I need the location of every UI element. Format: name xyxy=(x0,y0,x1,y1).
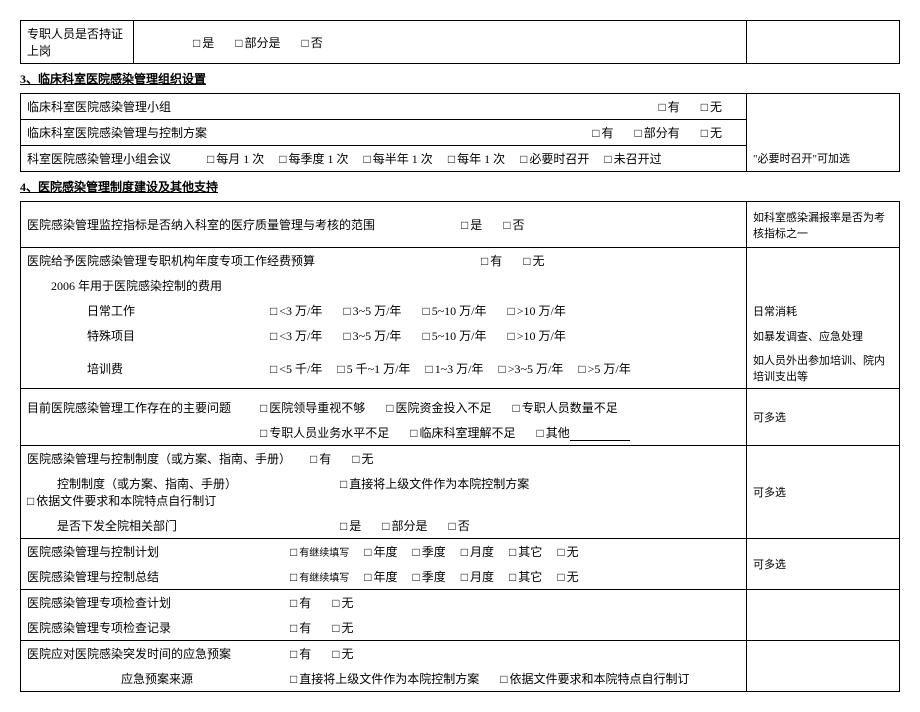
s3-group-no[interactable]: □无 xyxy=(701,98,722,115)
s4-monitor-note: 如科室感染漏报率是否为考核指标之一 xyxy=(747,202,900,248)
s4-monitor-yes[interactable]: □是 xyxy=(461,216,482,233)
s3-meet-quarter[interactable]: □每季度 1 次 xyxy=(279,150,348,167)
cert-opts-cell: □是 □部分是 □否 xyxy=(134,21,747,64)
s3-group-row: 临床科室医院感染管理小组 □有 □无 xyxy=(21,94,747,120)
cert-table: 专职人员是否持证上岗 □是 □部分是 □否 xyxy=(20,20,900,64)
s3-meeting-note: "必要时召开"可加选 xyxy=(747,146,900,172)
cert-opt-yes[interactable]: □是 xyxy=(193,34,214,51)
s3-plan-no[interactable]: □无 xyxy=(701,124,722,141)
s4-ctrlplan-1: 医院感染管理与控制计划 □有继续填写 □年度 □季度 □月度 □其它 □无 xyxy=(21,539,747,565)
s4-special-2: 医院感染管理专项检查记录 □有 □无 xyxy=(21,615,747,641)
s4-problems-line2: □专职人员业务水平不足 □临床科室理解不足 □其他 xyxy=(21,420,747,446)
cert-label: 专职人员是否持证上岗 xyxy=(21,21,134,64)
s4-monitor-no[interactable]: □否 xyxy=(503,216,524,233)
s4-budget-year: 2006 年用于医院感染控制的费用 xyxy=(21,273,747,298)
s4-budget-train: 培训费 □<5 千/年 □5 千~1 万/年 □1~3 万/年 □>3~5 万/… xyxy=(21,348,747,389)
s3-meet-monthly[interactable]: □每月 1 次 xyxy=(207,150,264,167)
s3-meet-need[interactable]: □必要时召开 xyxy=(520,150,589,167)
s3-group-yes[interactable]: □有 xyxy=(658,98,679,115)
s4-budget-daily: 日常工作 □<3 万/年 □3~5 万/年 □5~10 万/年 □>10 万/年 xyxy=(21,298,747,323)
s4-problems-line1: 目前医院感染管理工作存在的主要问题 □医院领导重视不够 □医院资金投入不足 □专… xyxy=(21,389,747,421)
s4-emergency-2: 应急预案来源 □直接将上级文件作为本院控制方案 □依据文件要求和本院特点自行制订 xyxy=(21,666,747,692)
section3-table: 临床科室医院感染管理小组 □有 □无 临床科室医院感染管理与控制方案 □有 □部… xyxy=(20,93,900,172)
s3-plan-partial[interactable]: □部分有 xyxy=(634,124,679,141)
s4-budget-special-note: 如暴发调查、应急处理 xyxy=(747,323,900,348)
s4-budget-special: 特殊项目 □<3 万/年 □3~5 万/年 □5~10 万/年 □>10 万/年 xyxy=(21,323,747,348)
s3-meet-year[interactable]: □每年 1 次 xyxy=(448,150,505,167)
section3-title: 3、临床科室医院感染管理组织设置 xyxy=(20,68,900,89)
cert-opt-partial[interactable]: □部分是 xyxy=(235,34,280,51)
s4-ctrlplan-2: 医院感染管理与控制总结 □有继续填写 □年度 □季度 □月度 □其它 □无 xyxy=(21,564,747,590)
s4-special-1: 医院感染管理专项检查计划 □有 □无 xyxy=(21,590,747,616)
s4-ctrlsys-1: 医院感染管理与控制制度（或方案、指南、手册） □有 □无 xyxy=(21,446,747,472)
s4-budget-yes[interactable]: □有 xyxy=(481,252,502,269)
s4-budget-daily-note: 日常消耗 xyxy=(747,298,900,323)
s4-ctrlsys-2: 控制制度（或方案、指南、手册） □直接将上级文件作为本院控制方案 □依据文件要求… xyxy=(21,471,747,513)
s3-meet-half[interactable]: □每半年 1 次 xyxy=(364,150,433,167)
section4-table: 医院感染管理监控指标是否纳入科室的医疗质量管理与考核的范围 □是 □否 如科室感… xyxy=(20,201,900,692)
s3-plan-yes[interactable]: □有 xyxy=(592,124,613,141)
s4-ctrlplan-note: 可多选 xyxy=(747,539,900,590)
s4-emergency-1: 医院应对医院感染突发时间的应急预案 □有 □无 xyxy=(21,641,747,667)
s4-budget-train-note: 如人员外出参加培训、院内培训支出等 xyxy=(747,348,900,389)
s4-budget-head: 医院给予医院感染管理专职机构年度专项工作经费预算 □有 □无 xyxy=(21,248,747,274)
s4-budget-no[interactable]: □无 xyxy=(523,252,544,269)
s3-plan-row: 临床科室医院感染管理与控制方案 □有 □部分有 □无 xyxy=(21,120,747,146)
s4-monitor-row: 医院感染管理监控指标是否纳入科室的医疗质量管理与考核的范围 □是 □否 xyxy=(21,202,747,248)
s3-meeting-row: 科室医院感染管理小组会议 □每月 1 次 □每季度 1 次 □每半年 1 次 □… xyxy=(21,146,747,172)
s3-meet-none[interactable]: □未召开过 xyxy=(604,150,661,167)
s4-ctrlsys-note: 可多选 xyxy=(747,446,900,539)
cert-note xyxy=(747,21,900,64)
cert-opt-no[interactable]: □否 xyxy=(302,34,323,51)
s4-problems-note: 可多选 xyxy=(747,389,900,446)
section4-title: 4、医院感染管理制度建设及其他支持 xyxy=(20,176,900,197)
s4-ctrlsys-3: 是否下发全院相关部门 □是 □部分是 □否 xyxy=(21,513,747,539)
